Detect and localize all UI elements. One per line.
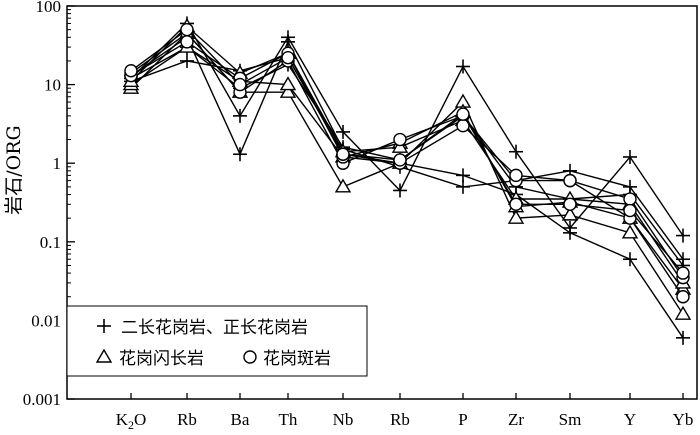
triangle-point (279, 83, 297, 98)
circle-point (509, 197, 523, 211)
circle-point (676, 290, 690, 304)
legend-label-3: 花岗斑岩 (263, 349, 331, 369)
x-category-label: P (458, 410, 467, 429)
y-tick-label: 0.01 (31, 311, 61, 330)
series-3 (124, 50, 690, 345)
y-axis-label: 岩石/ORG (3, 125, 25, 214)
plus-point (456, 168, 470, 183)
legend-triangle-icon (95, 348, 113, 363)
legend-label-2: 花岗闪长岩 (119, 349, 204, 369)
series-line (130, 22, 684, 236)
series-line (130, 32, 684, 315)
circle-point (180, 35, 194, 49)
circle-point (180, 22, 194, 37)
circle-point (623, 192, 637, 206)
x-category-label: Zr (508, 410, 524, 429)
series-5 (122, 24, 692, 320)
x-category-label: Nb (333, 410, 354, 429)
series-9 (124, 35, 690, 285)
x-category-label: Rb (390, 410, 410, 429)
circle-point (281, 50, 295, 65)
circle-point (456, 107, 470, 121)
circle-point (233, 77, 247, 92)
plus-point (676, 228, 690, 243)
triangle-point (674, 305, 692, 320)
circle-point (563, 173, 577, 188)
y-tick-label: 0.001 (23, 390, 61, 409)
legend-plus-icon (97, 319, 111, 333)
triangle-point (621, 224, 639, 239)
triangle-point (334, 178, 352, 193)
circle-point (563, 197, 577, 211)
plus-point (623, 252, 637, 267)
circle-point (393, 153, 407, 167)
series-line (130, 56, 684, 339)
series-10 (124, 22, 690, 280)
x-category-label: Sm (559, 410, 582, 429)
triangle-point (561, 206, 579, 221)
legend-label-1: 二长花岗岩、正长花岗岩 (121, 318, 308, 338)
y-tick-label: 0.1 (40, 233, 61, 252)
legend-circle-icon (243, 350, 257, 364)
circle-point (509, 168, 523, 183)
plus-point (623, 149, 637, 164)
circle-point (124, 64, 138, 78)
series-1 (124, 16, 690, 243)
legend-box (66, 305, 368, 377)
y-tick-label: 100 (36, 0, 62, 16)
plus-point (336, 124, 350, 139)
x-category-label: Y (624, 410, 636, 429)
plus-point (563, 225, 577, 240)
x-category-label: Th (279, 410, 298, 429)
y-tick-label: 10 (44, 76, 61, 95)
series-layer (122, 16, 692, 345)
circle-point (336, 147, 350, 161)
x-category-label: Yb (673, 410, 694, 429)
plot-frame (66, 5, 698, 400)
circle-point (623, 203, 637, 218)
x-category-label: Ba (231, 410, 250, 429)
plus-point (233, 108, 247, 123)
x-category-label: Rb (177, 410, 197, 429)
plus-point (676, 330, 690, 345)
plus-point (456, 59, 470, 74)
triangle-point (279, 76, 297, 91)
circle-point (393, 132, 407, 147)
plus-point (180, 53, 194, 68)
circle-point (676, 266, 690, 280)
plus-point (233, 147, 247, 162)
series-line (130, 40, 684, 278)
triangle-point (507, 209, 525, 224)
plus-point (393, 183, 407, 198)
y-tick-label: 1 (53, 154, 62, 173)
x-category-label: K2O (116, 410, 147, 432)
plus-point (509, 144, 523, 159)
